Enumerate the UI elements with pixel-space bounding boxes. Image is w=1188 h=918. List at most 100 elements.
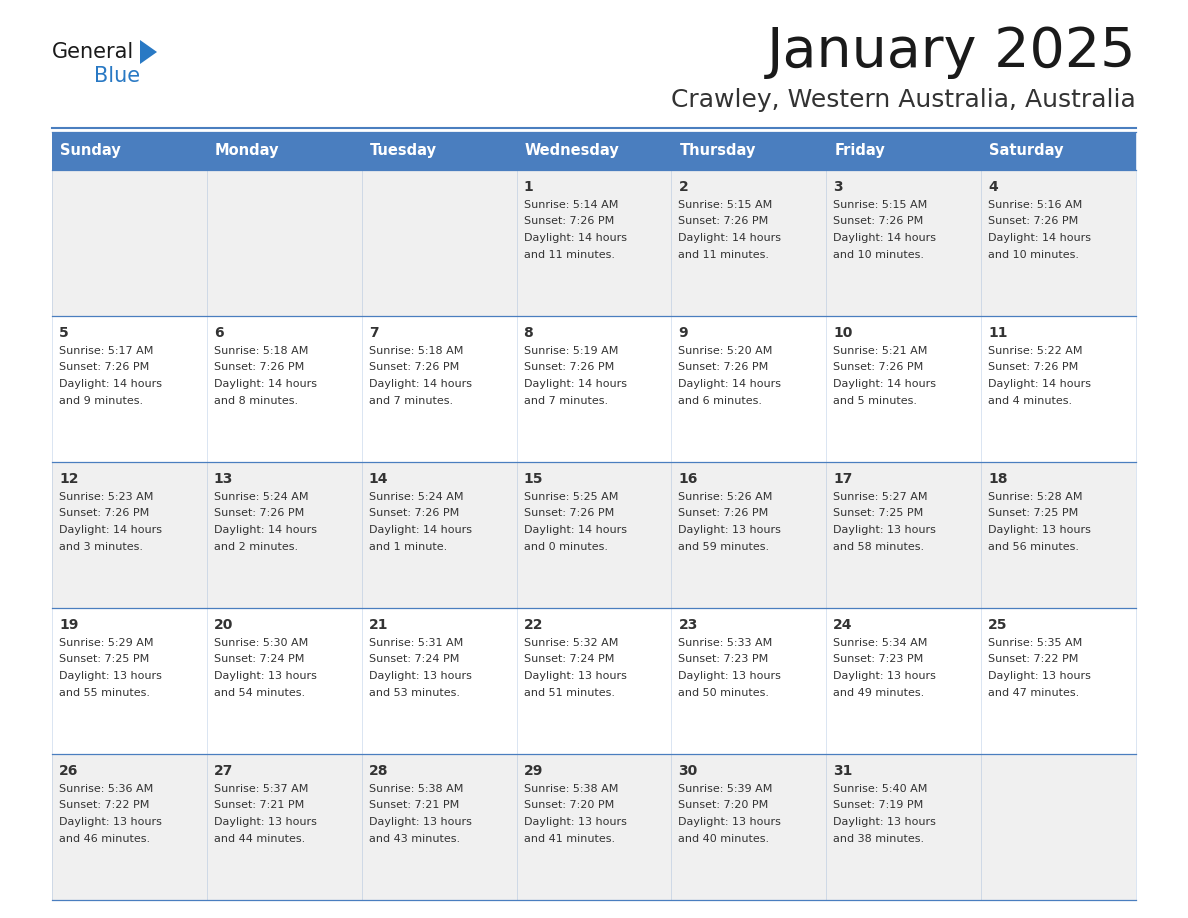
Text: Daylight: 13 hours: Daylight: 13 hours [524,671,626,681]
Text: Crawley, Western Australia, Australia: Crawley, Western Australia, Australia [671,88,1136,112]
Text: Sunset: 7:23 PM: Sunset: 7:23 PM [678,655,769,665]
Text: Daylight: 14 hours: Daylight: 14 hours [833,379,936,389]
Text: Daylight: 13 hours: Daylight: 13 hours [988,525,1091,535]
Text: Sunset: 7:21 PM: Sunset: 7:21 PM [368,800,459,811]
Text: Daylight: 14 hours: Daylight: 14 hours [524,525,626,535]
Text: and 1 minute.: and 1 minute. [368,542,447,552]
Text: and 7 minutes.: and 7 minutes. [368,396,453,406]
Text: Sunset: 7:26 PM: Sunset: 7:26 PM [524,363,614,373]
Text: Sunrise: 5:30 AM: Sunrise: 5:30 AM [214,638,308,648]
Text: 17: 17 [833,472,853,486]
Text: Sunrise: 5:18 AM: Sunrise: 5:18 AM [368,346,463,356]
Text: Blue: Blue [94,66,140,86]
Text: and 11 minutes.: and 11 minutes. [678,250,770,260]
Bar [52,754,1136,900]
Text: 15: 15 [524,472,543,486]
Text: 23: 23 [678,618,697,632]
Text: Sunset: 7:26 PM: Sunset: 7:26 PM [678,363,769,373]
Text: Daylight: 14 hours: Daylight: 14 hours [214,379,317,389]
Text: and 49 minutes.: and 49 minutes. [833,688,924,698]
Text: Daylight: 13 hours: Daylight: 13 hours [59,817,162,827]
Text: Sunrise: 5:21 AM: Sunrise: 5:21 AM [833,346,928,356]
Text: Sunrise: 5:29 AM: Sunrise: 5:29 AM [59,638,153,648]
Text: 19: 19 [59,618,78,632]
Text: and 41 minutes.: and 41 minutes. [524,834,614,844]
Text: Sunset: 7:19 PM: Sunset: 7:19 PM [833,800,923,811]
Text: Daylight: 13 hours: Daylight: 13 hours [368,671,472,681]
Text: and 44 minutes.: and 44 minutes. [214,834,305,844]
Text: 7: 7 [368,326,378,340]
Text: Sunrise: 5:39 AM: Sunrise: 5:39 AM [678,784,773,794]
Text: Sunset: 7:26 PM: Sunset: 7:26 PM [59,509,150,519]
Text: and 43 minutes.: and 43 minutes. [368,834,460,844]
Text: 20: 20 [214,618,233,632]
Text: and 10 minutes.: and 10 minutes. [988,250,1079,260]
Text: Sunset: 7:24 PM: Sunset: 7:24 PM [214,655,304,665]
Text: 27: 27 [214,764,233,778]
Text: Sunset: 7:26 PM: Sunset: 7:26 PM [524,509,614,519]
Text: Daylight: 13 hours: Daylight: 13 hours [524,817,626,827]
Text: 10: 10 [833,326,853,340]
Text: 11: 11 [988,326,1007,340]
Text: Sunrise: 5:36 AM: Sunrise: 5:36 AM [59,784,153,794]
Text: Sunset: 7:24 PM: Sunset: 7:24 PM [368,655,459,665]
Bar [52,132,1136,170]
Text: Sunrise: 5:20 AM: Sunrise: 5:20 AM [678,346,773,356]
Text: 31: 31 [833,764,853,778]
Text: Sunrise: 5:35 AM: Sunrise: 5:35 AM [988,638,1082,648]
Text: Sunset: 7:25 PM: Sunset: 7:25 PM [988,509,1079,519]
Text: Sunrise: 5:22 AM: Sunrise: 5:22 AM [988,346,1082,356]
Text: Monday: Monday [215,143,279,159]
Bar [52,170,1136,316]
Text: and 9 minutes.: and 9 minutes. [59,396,143,406]
Text: and 0 minutes.: and 0 minutes. [524,542,607,552]
Text: Daylight: 14 hours: Daylight: 14 hours [988,233,1091,243]
Text: Sunrise: 5:23 AM: Sunrise: 5:23 AM [59,492,153,502]
Text: and 53 minutes.: and 53 minutes. [368,688,460,698]
Text: Sunrise: 5:40 AM: Sunrise: 5:40 AM [833,784,928,794]
Text: Sunset: 7:22 PM: Sunset: 7:22 PM [988,655,1079,665]
Text: Sunset: 7:23 PM: Sunset: 7:23 PM [833,655,923,665]
Text: Sunrise: 5:16 AM: Sunrise: 5:16 AM [988,200,1082,210]
Text: and 4 minutes.: and 4 minutes. [988,396,1073,406]
Text: and 40 minutes.: and 40 minutes. [678,834,770,844]
Text: and 56 minutes.: and 56 minutes. [988,542,1079,552]
Text: Sunset: 7:26 PM: Sunset: 7:26 PM [988,363,1079,373]
Text: Sunrise: 5:33 AM: Sunrise: 5:33 AM [678,638,772,648]
Text: 9: 9 [678,326,688,340]
Text: 13: 13 [214,472,233,486]
Text: Daylight: 14 hours: Daylight: 14 hours [368,379,472,389]
Text: and 6 minutes.: and 6 minutes. [678,396,763,406]
Text: Sunrise: 5:19 AM: Sunrise: 5:19 AM [524,346,618,356]
Text: Daylight: 14 hours: Daylight: 14 hours [59,379,162,389]
Text: Sunrise: 5:15 AM: Sunrise: 5:15 AM [833,200,928,210]
Text: Sunrise: 5:15 AM: Sunrise: 5:15 AM [678,200,772,210]
Text: Sunrise: 5:31 AM: Sunrise: 5:31 AM [368,638,463,648]
Text: 4: 4 [988,180,998,194]
Text: Sunset: 7:22 PM: Sunset: 7:22 PM [59,800,150,811]
Text: 26: 26 [59,764,78,778]
Text: and 2 minutes.: and 2 minutes. [214,542,298,552]
Text: Tuesday: Tuesday [369,143,437,159]
Text: Sunrise: 5:34 AM: Sunrise: 5:34 AM [833,638,928,648]
Text: 3: 3 [833,180,843,194]
Text: Daylight: 14 hours: Daylight: 14 hours [59,525,162,535]
Text: Sunset: 7:25 PM: Sunset: 7:25 PM [833,509,923,519]
Text: 12: 12 [59,472,78,486]
Text: Daylight: 13 hours: Daylight: 13 hours [678,525,782,535]
Text: Daylight: 14 hours: Daylight: 14 hours [214,525,317,535]
Text: and 46 minutes.: and 46 minutes. [59,834,150,844]
Text: Sunrise: 5:18 AM: Sunrise: 5:18 AM [214,346,308,356]
Text: 6: 6 [214,326,223,340]
Text: 24: 24 [833,618,853,632]
Text: Sunset: 7:26 PM: Sunset: 7:26 PM [833,217,923,227]
Text: and 50 minutes.: and 50 minutes. [678,688,770,698]
Text: and 58 minutes.: and 58 minutes. [833,542,924,552]
Text: 30: 30 [678,764,697,778]
Text: Sunset: 7:26 PM: Sunset: 7:26 PM [214,509,304,519]
Polygon shape [140,40,157,64]
Text: Sunrise: 5:26 AM: Sunrise: 5:26 AM [678,492,773,502]
Text: Sunset: 7:26 PM: Sunset: 7:26 PM [524,217,614,227]
Text: Sunrise: 5:17 AM: Sunrise: 5:17 AM [59,346,153,356]
Text: Sunset: 7:20 PM: Sunset: 7:20 PM [678,800,769,811]
